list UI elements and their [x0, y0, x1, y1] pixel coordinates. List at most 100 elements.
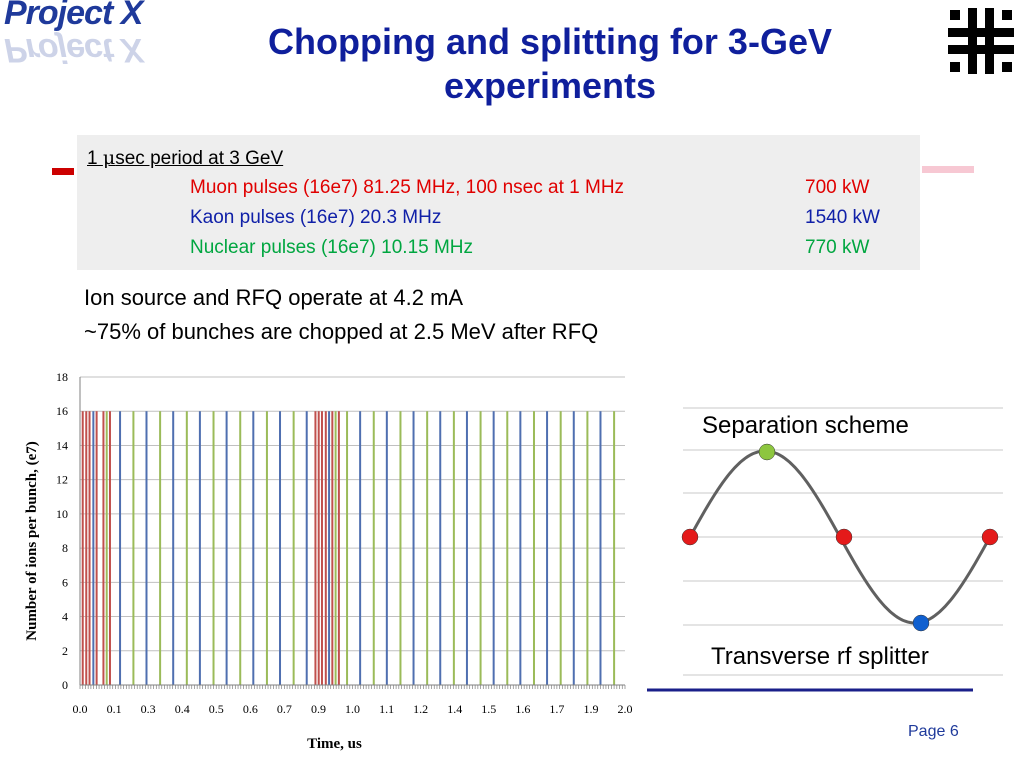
bar-series-1-8 — [305, 411, 308, 685]
x-tick-label: 0.1 — [107, 702, 122, 716]
bar-series-2-9 — [346, 411, 349, 685]
x-tick-label: 0.6 — [243, 702, 258, 716]
y-tick-label: 16 — [56, 404, 68, 418]
y-tick-label: 14 — [56, 438, 68, 452]
x-tick-label: 1.1 — [379, 702, 394, 716]
project-x-logo: Project X Project X — [4, 0, 194, 70]
x-tick-label: 2.0 — [618, 702, 633, 716]
fermilab-logo-icon — [948, 8, 1014, 74]
y-tick-label: 8 — [62, 541, 68, 555]
mu-symbol: μ — [102, 147, 116, 169]
bar-series-2-3 — [185, 411, 188, 685]
bar-series-1-15 — [492, 411, 495, 685]
y-tick-label: 0 — [62, 678, 68, 692]
green-marker — [758, 443, 776, 461]
x-tick-label: 0.3 — [141, 702, 156, 716]
x-tick-label: 1.4 — [447, 702, 462, 716]
decoration-bar-pink — [922, 166, 974, 173]
kaon-desc: Kaon pulses (16e7) 20.3 MHz — [190, 207, 442, 228]
description-line-1: Ion source and RFQ operate at 4.2 mA — [84, 285, 464, 310]
x-tick-label: 1.9 — [583, 702, 598, 716]
bar-series-2-12 — [426, 411, 429, 685]
y-tick-label: 4 — [62, 610, 68, 624]
x-tick-label: 0.0 — [73, 702, 88, 716]
bar-series-1-9 — [328, 411, 331, 685]
bar-series-2-14 — [479, 411, 482, 685]
diagram-grid — [683, 407, 1003, 676]
title-line-1: Chopping and splitting for 3-GeV — [268, 21, 832, 62]
bar-series-1-2 — [145, 411, 148, 685]
bar-series-0-9 — [324, 411, 327, 685]
nuclear-power: 770 kW — [805, 237, 870, 258]
bar-series-2-1 — [132, 411, 135, 685]
muon-power: 700 kW — [805, 177, 870, 198]
bar-series-0-11 — [337, 411, 340, 685]
bar-series-1-3 — [172, 411, 175, 685]
blue-marker — [912, 614, 930, 632]
bar-series-1-19 — [599, 411, 602, 685]
logo-text: Project X — [4, 0, 143, 32]
beam-parameters-box: 1 μsec period at 3 GeV Muon pulses (16e7… — [77, 135, 920, 270]
red-marker-left — [681, 528, 699, 546]
x-tick-label: 0.9 — [311, 702, 326, 716]
x-tick-label: 1.7 — [549, 702, 564, 716]
bar-series-0-3 — [95, 411, 98, 685]
slide-title: Chopping and splitting for 3-GeV experim… — [205, 20, 895, 108]
bar-series-1-11 — [385, 411, 388, 685]
bar-series-1-6 — [252, 411, 255, 685]
bar-series-1-18 — [572, 411, 575, 685]
x-tick-label: 0.5 — [209, 702, 224, 716]
y-tick-label: 12 — [56, 473, 68, 487]
bar-series-0-7 — [317, 411, 320, 685]
x-tick-label: 0.4 — [175, 702, 190, 716]
bar-series-2-4 — [212, 411, 215, 685]
bar-series-0-0 — [81, 411, 84, 685]
y-tick-label: 6 — [62, 575, 68, 589]
bar-series-1-5 — [225, 411, 228, 685]
bunch-chart: 0 2 4 6 8 10 12 14 16 18 0.0 0.1 0.3 0.4 0.5 0.6 0.7 0.9 1… — [24, 370, 633, 752]
y-tick-label: 18 — [56, 370, 68, 384]
bar-series-2-13 — [452, 411, 455, 685]
title-line-2: experiments — [443, 65, 657, 106]
bar-series-0-10 — [331, 411, 334, 685]
kaon-power: 1540 kW — [805, 207, 880, 228]
bar-series-1-1 — [119, 411, 122, 685]
nuclear-desc: Nuclear pulses (16e7) 10.15 MHz — [190, 237, 474, 258]
splitter-label: Transverse rf splitter — [711, 643, 929, 670]
bar-series-2-2 — [159, 411, 162, 685]
bar-series-2-8 — [334, 411, 337, 685]
period-header: 1 μsec period at 3 GeV — [87, 147, 284, 169]
x-axis-label: Time, us — [307, 736, 362, 752]
bar-series-0-4 — [102, 411, 105, 685]
description-line-2: ~75% of bunches are chopped at 2.5 MeV a… — [84, 319, 599, 344]
bar-series-1-10 — [359, 411, 362, 685]
bar-series-1-14 — [465, 411, 468, 685]
bar-series-1-17 — [546, 411, 549, 685]
bar-series-0-2 — [88, 411, 91, 685]
bar-series-2-10 — [372, 411, 375, 685]
y-tick-label: 10 — [56, 507, 68, 521]
bar-series-1-4 — [198, 411, 201, 685]
bar-series-2-5 — [239, 411, 242, 685]
bar-series-2-7 — [292, 411, 295, 685]
bar-series-2-17 — [559, 411, 562, 685]
bar-series-0-1 — [85, 411, 88, 685]
red-marker-right — [981, 528, 999, 546]
muon-desc: Muon pulses (16e7) 81.25 MHz, 100 nsec a… — [190, 177, 625, 198]
page-number: Page 6 — [908, 723, 959, 740]
decoration-bar-red — [52, 168, 74, 175]
bar-series-2-11 — [399, 411, 402, 685]
x-tick-label: 0.7 — [277, 702, 292, 716]
red-marker-middle — [835, 528, 853, 546]
bar-series-2-16 — [532, 411, 535, 685]
description-text: Ion source and RFQ operate at 4.2 mA ~75… — [84, 281, 598, 349]
bar-series-1-12 — [412, 411, 415, 685]
y-tick-label: 2 — [62, 644, 68, 658]
x-tick-label: 1.0 — [345, 702, 360, 716]
bar-series-2-15 — [506, 411, 509, 685]
x-tick-label: 1.5 — [481, 702, 496, 716]
bar-series-0-6 — [314, 411, 317, 685]
bar-series-2-6 — [265, 411, 268, 685]
bar-series-0-8 — [320, 411, 323, 685]
separation-label: Separation scheme — [702, 412, 909, 439]
